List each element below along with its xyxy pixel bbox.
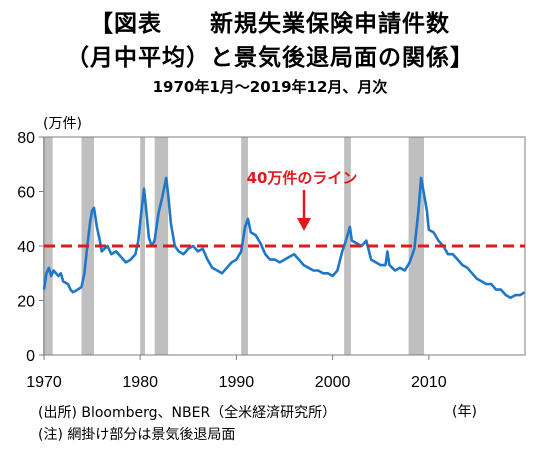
y-axis-unit-label: (万件) (43, 116, 82, 132)
recession-note: (注) 網掛け部分は景気後退局面 (38, 427, 236, 443)
recession-band (344, 137, 351, 355)
x-tick-label: 1980 (122, 374, 158, 391)
threshold-label: 40万件のライン (247, 169, 358, 187)
recession-band (241, 137, 248, 355)
y-tick-label: 0 (26, 348, 35, 365)
x-tick-label: 2010 (411, 374, 447, 391)
threshold-arrow-head (297, 218, 311, 231)
y-tick-label: 20 (17, 294, 35, 311)
x-tick-label: 2000 (315, 374, 351, 391)
x-tick-label: 1970 (26, 374, 62, 391)
y-tick-label: 40 (17, 239, 35, 256)
series-line (42, 176, 526, 300)
chart-title-line2: （月中平均）と景気後退局面の関係】 (66, 45, 474, 71)
y-tick-label: 60 (17, 185, 35, 202)
recession-band (140, 137, 146, 355)
x-axis-unit-label: (年) (452, 404, 477, 420)
y-tick-label: 80 (17, 130, 35, 147)
source-note: (出所) Bloomberg、NBER（全米経済研究所） (38, 405, 337, 421)
x-tick-label: 1990 (219, 374, 255, 391)
chart-title-line1: 【図表 新規失業保険申請件数 (90, 11, 450, 37)
chart-subtitle: 1970年1月～2019年12月、月次 (152, 78, 388, 96)
